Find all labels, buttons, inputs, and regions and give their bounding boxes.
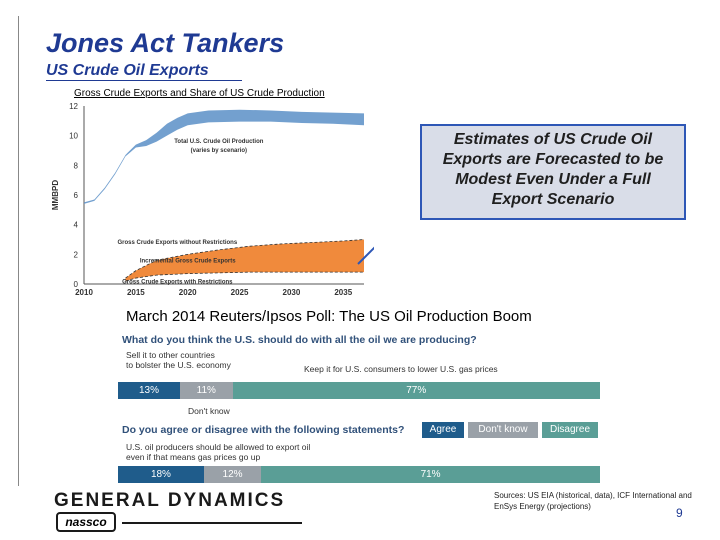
q1-left-label-2: to bolster the U.S. economy	[126, 360, 231, 370]
chart-annotation: Incremental Gross Crude Exports	[140, 258, 236, 264]
y-tick-label: 2	[74, 250, 79, 259]
q1-bar-keep: 77%	[232, 382, 600, 399]
incremental-exports-area	[125, 239, 365, 282]
y-tick-label: 10	[69, 132, 78, 141]
callout-line: Export Scenario	[491, 191, 615, 208]
logo-underline	[122, 522, 302, 524]
dont-know-label: Don't know	[188, 406, 230, 416]
chart-annotation: Gross Crude Exports with Restrictions	[122, 279, 233, 285]
q2-bar-dontknow: 12%	[203, 466, 262, 483]
q2-bar-agree: 18%	[118, 466, 204, 483]
q1-bar-dontknow: 11%	[180, 382, 233, 399]
production-band	[84, 109, 364, 204]
exports-chart: 0 2 4 6 8 10 12 2010 2015 2020 2025 2030 2035 MMBPD To…	[51, 102, 374, 297]
y-tick-label: 4	[74, 221, 79, 230]
q2-bar-disagree: 71%	[261, 466, 600, 483]
q1-left-label-1: Sell it to other countries	[126, 350, 215, 360]
poll-panel: What do you think the U.S. should do wit…	[118, 330, 600, 490]
page-number: 9	[676, 506, 683, 520]
callout-line: Estimates of US Crude Oil	[453, 131, 653, 148]
subtitle-underline	[46, 80, 242, 81]
sources-note: Sources: US EIA (historical, data), ICF …	[494, 491, 692, 511]
chart-annotation: (varies by scenario)	[191, 148, 247, 154]
poll-title: March 2014 Reuters/Ipsos Poll: The US Oi…	[126, 308, 532, 325]
callout-line: Modest Even Under a Full	[455, 171, 651, 188]
x-tick-label: 2030	[283, 288, 301, 297]
title-rule	[18, 16, 42, 486]
q2-statement-2: even if that means gas prices go up	[126, 452, 261, 462]
poll-question-2: Do you agree or disagree with the follow…	[122, 424, 405, 436]
chart-annotation: Gross Crude Exports without Restrictions	[117, 240, 237, 246]
q2-statement-1: U.S. oil producers should be allowed to …	[126, 442, 311, 452]
page-title: Jones Act Tankers	[46, 28, 285, 58]
y-axis-label: MMBPD	[51, 180, 60, 210]
x-tick-label: 2035	[334, 288, 352, 297]
callout-box: Estimates of US Crude Oil Exports are Fo…	[420, 124, 686, 220]
legend-agree: Agree	[422, 422, 464, 438]
nassco-logo: nassco	[56, 512, 116, 532]
legend-disagree: Disagree	[542, 422, 598, 438]
page-subtitle: US Crude Oil Exports	[46, 62, 209, 79]
x-tick-label: 2010	[75, 288, 93, 297]
poll-question-1: What do you think the U.S. should do wit…	[122, 334, 477, 346]
legend-dontknow: Don't know	[468, 422, 538, 438]
y-tick-label: 6	[74, 191, 79, 200]
chart-title: Gross Crude Exports and Share of US Crud…	[74, 88, 325, 99]
q1-bar-sell: 13%	[118, 382, 181, 399]
x-tick-label: 2020	[179, 288, 197, 297]
general-dynamics-logo: GENERAL DYNAMICS	[54, 490, 286, 511]
q1-right-label: Keep it for U.S. consumers to lower U.S.…	[304, 364, 498, 374]
x-tick-label: 2015	[127, 288, 145, 297]
exports-with-restrictions-line	[125, 271, 364, 282]
y-tick-label: 0	[74, 280, 79, 289]
y-tick-label: 12	[69, 102, 78, 111]
chart-annotation: Total U.S. Crude Oil Production	[174, 139, 264, 145]
callout-arrow	[357, 246, 374, 265]
x-tick-label: 2025	[231, 288, 249, 297]
callout-line: Exports are Forecasted to be	[442, 151, 664, 168]
y-tick-label: 8	[74, 161, 79, 170]
